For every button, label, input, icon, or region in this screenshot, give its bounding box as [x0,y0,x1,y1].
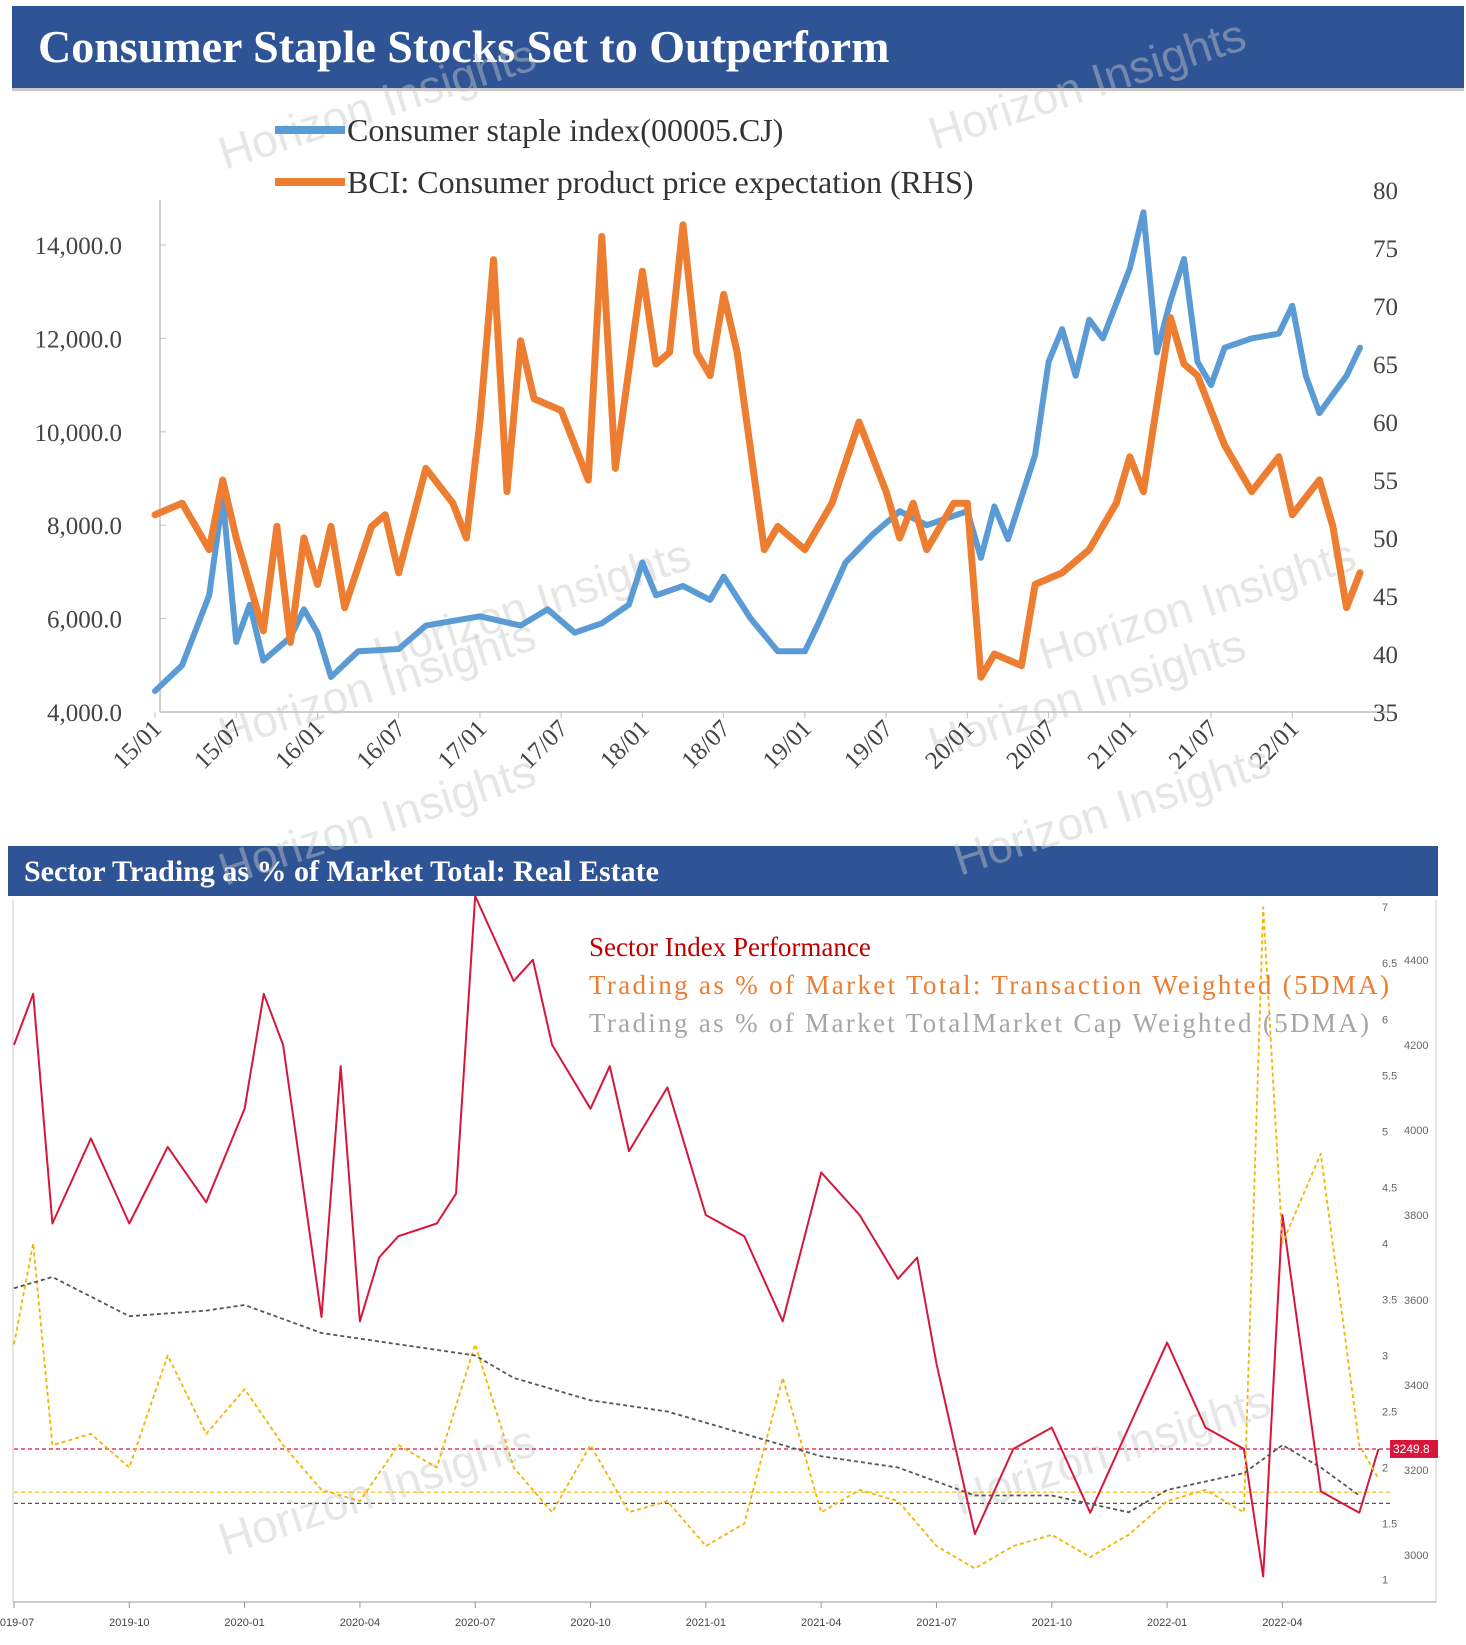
x-tick-label: 2020-10 [570,1617,610,1629]
legend-label-transaction-weighted: Trading as % of Market Total: Transactio… [589,970,1389,1000]
bci-price-expectation-line [151,221,1364,681]
y-outer-tick-label: 4400 [1404,955,1428,967]
legend-label-staple-index: Consumer staple index(00005.CJ) [347,112,783,148]
x-tick-label: 2021-01 [686,1617,726,1629]
y-outer-tick-label: 3800 [1404,1210,1428,1222]
y-inner-tick-label: 4.5 [1382,1182,1397,1194]
legend-label-market-cap-weighted: Trading as % of Market TotalMarket Cap W… [589,1008,1369,1038]
y-right-tick-label: 50 [1373,526,1398,553]
watermark: Horizon Insights [212,1414,542,1565]
y-inner-tick-label: 1 [1382,1575,1388,1587]
left-axis-ticks: 4,000.0 6,000.0 8,000.0 10,000.0 12,000.0 14,… [35,233,166,727]
outer-right-axis-ticks: 3000 3200 3400 3600 3800 4000 4200 4400 [1404,955,1428,1562]
legend: Consumer staple index(00005.CJ) BCI: Con… [275,112,974,200]
sector-index-line [13,895,1380,1578]
right-axis-ticks: 35 40 45 50 55 60 65 70 75 80 [1373,178,1398,727]
legend: Sector Index Performance Trading as % of… [589,932,1389,1038]
chart-2-title: Sector Trading as % of Market Total: Rea… [8,846,1438,896]
y-right-tick-label: 75 [1373,236,1398,263]
x-tick-label: 18/07 [677,715,736,774]
y-outer-tick-label: 3000 [1404,1550,1428,1562]
x-tick-label: 18/01 [595,715,654,774]
x-tick-label: 16/07 [352,715,411,774]
y-inner-tick-label: 5.5 [1382,1070,1397,1082]
y-right-tick-label: 70 [1373,294,1398,321]
x-tick-label: 21/01 [1083,715,1142,774]
x-axis-ticks: 2019-07 2019-10 2020-01 2020-04 2020-07 2020-… [0,1602,1303,1629]
reference-lines [14,1448,1390,1504]
last-value-badge: 3249.8 [1390,1439,1438,1458]
y-outer-tick-label: 3400 [1404,1380,1428,1392]
x-tick-label: 2022-01 [1147,1617,1187,1629]
y-right-tick-label: 40 [1373,642,1398,669]
y-inner-tick-label: 1.5 [1382,1519,1397,1531]
x-tick-label: 2020-07 [455,1617,495,1629]
y-outer-tick-label: 4200 [1404,1040,1428,1052]
x-tick-label: 2021-04 [801,1617,841,1629]
series-group [13,895,1380,1578]
legend-label-bci: BCI: Consumer product price expectation … [347,164,974,200]
y-inner-tick-label: 6.5 [1382,958,1397,970]
y-left-tick-label: 6,000.0 [47,607,122,634]
y-inner-tick-label: 2.5 [1382,1406,1397,1418]
y-left-tick-label: 12,000.0 [35,326,123,353]
x-tick-label: 2020-04 [340,1617,380,1629]
y-inner-tick-label: 5 [1382,1126,1388,1138]
x-tick-label: 2020-01 [224,1617,264,1629]
y-outer-tick-label: 3200 [1404,1465,1428,1477]
y-inner-tick-label: 2 [1382,1463,1388,1475]
y-right-tick-label: 45 [1373,584,1398,611]
y-right-tick-label: 60 [1373,410,1398,437]
y-right-tick-label: 65 [1373,352,1398,379]
y-left-tick-label: 4,000.0 [47,700,122,727]
y-inner-tick-label: 4 [1382,1238,1388,1250]
chart-1-title: Consumer Staple Stocks Set to Outperform [12,6,1464,88]
y-outer-tick-label: 4000 [1404,1125,1428,1137]
y-right-tick-label: 35 [1373,700,1398,727]
y-inner-tick-label: 3 [1382,1350,1388,1362]
inner-right-axis-ticks: 1 1.5 2 2.5 3 3.5 4 4.5 5 5.5 6 6.5 7 [1382,902,1397,1586]
legend-label-sector-index: Sector Index Performance [589,932,871,962]
y-inner-tick-label: 3.5 [1382,1294,1397,1306]
x-tick-label: 19/07 [839,715,898,774]
y-inner-tick-label: 7 [1382,902,1388,914]
x-tick-label: 2021-07 [916,1617,956,1629]
y-right-tick-label: 80 [1373,178,1398,205]
y-inner-tick-label: 6 [1382,1014,1388,1026]
transaction-weighted-line [13,906,1380,1570]
y-right-tick-label: 55 [1373,468,1398,495]
x-tick-label: 2019-07 [0,1617,34,1629]
real-estate-trading-chart: Horizon Insights Horizon Insights Horizo… [0,734,1438,1629]
y-outer-tick-label: 3600 [1404,1295,1428,1307]
x-tick-label: 19/01 [758,715,817,774]
x-tick-label: 2021-10 [1032,1617,1072,1629]
last-value-label: 3249.8 [1393,1442,1430,1456]
last-value-badge-bg [1390,1439,1438,1458]
series-group [151,209,1364,694]
market-cap-weighted-line [13,1276,1360,1514]
y-left-tick-label: 10,000.0 [35,420,123,447]
y-left-tick-label: 8,000.0 [47,513,122,540]
consumer-staple-chart: Horizon Insights Horizon Insights Horizo… [35,8,1399,774]
x-tick-label: 2022-04 [1262,1617,1302,1629]
y-left-tick-label: 14,000.0 [35,233,123,260]
x-tick-label: 2019-10 [109,1617,149,1629]
